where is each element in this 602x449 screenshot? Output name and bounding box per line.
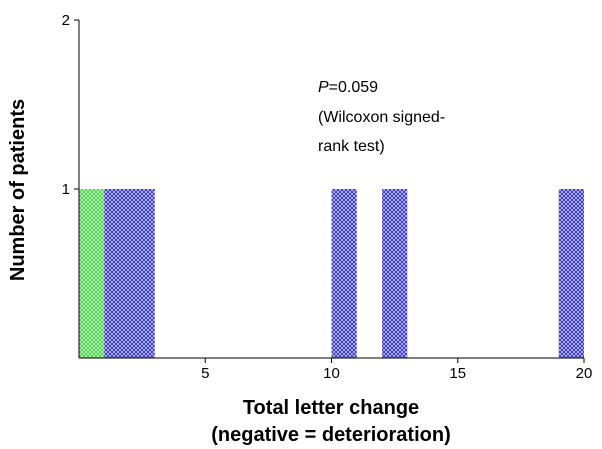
x-tick-label: 20 [576, 365, 593, 382]
x-tick-label: 15 [449, 365, 466, 382]
annotation-line3: rank test) [318, 138, 385, 155]
x-axis-title-line2: (negative = deterioration) [211, 424, 451, 446]
y-tick-label: 2 [62, 12, 70, 29]
bar-series2-2 [129, 189, 155, 358]
x-ticks: 5 10 15 20 [201, 358, 592, 382]
p-value-annotation: P=0.059 (Wilcoxon signed- rank test) [318, 79, 445, 155]
bars-layer [79, 189, 584, 358]
bar-series2-1 [104, 189, 130, 358]
svg-text:P=0.059: P=0.059 [318, 79, 378, 96]
y-axis-title: Number of patients [7, 99, 29, 281]
bar-series2-5 [558, 189, 584, 358]
x-tick-label: 10 [323, 365, 340, 382]
annotation-line2: (Wilcoxon signed- [318, 109, 445, 126]
x-axis-title-line1: Total letter change [243, 397, 419, 419]
y-tick-label: 1 [62, 181, 70, 198]
p-symbol: P [318, 79, 329, 96]
x-tick-label: 5 [201, 365, 209, 382]
bar-series2-4 [382, 189, 408, 358]
bar-series2-3 [331, 189, 357, 358]
bar-series1-1 [79, 189, 105, 358]
y-ticks: 12 [62, 12, 79, 198]
p-value: =0.059 [329, 79, 378, 96]
